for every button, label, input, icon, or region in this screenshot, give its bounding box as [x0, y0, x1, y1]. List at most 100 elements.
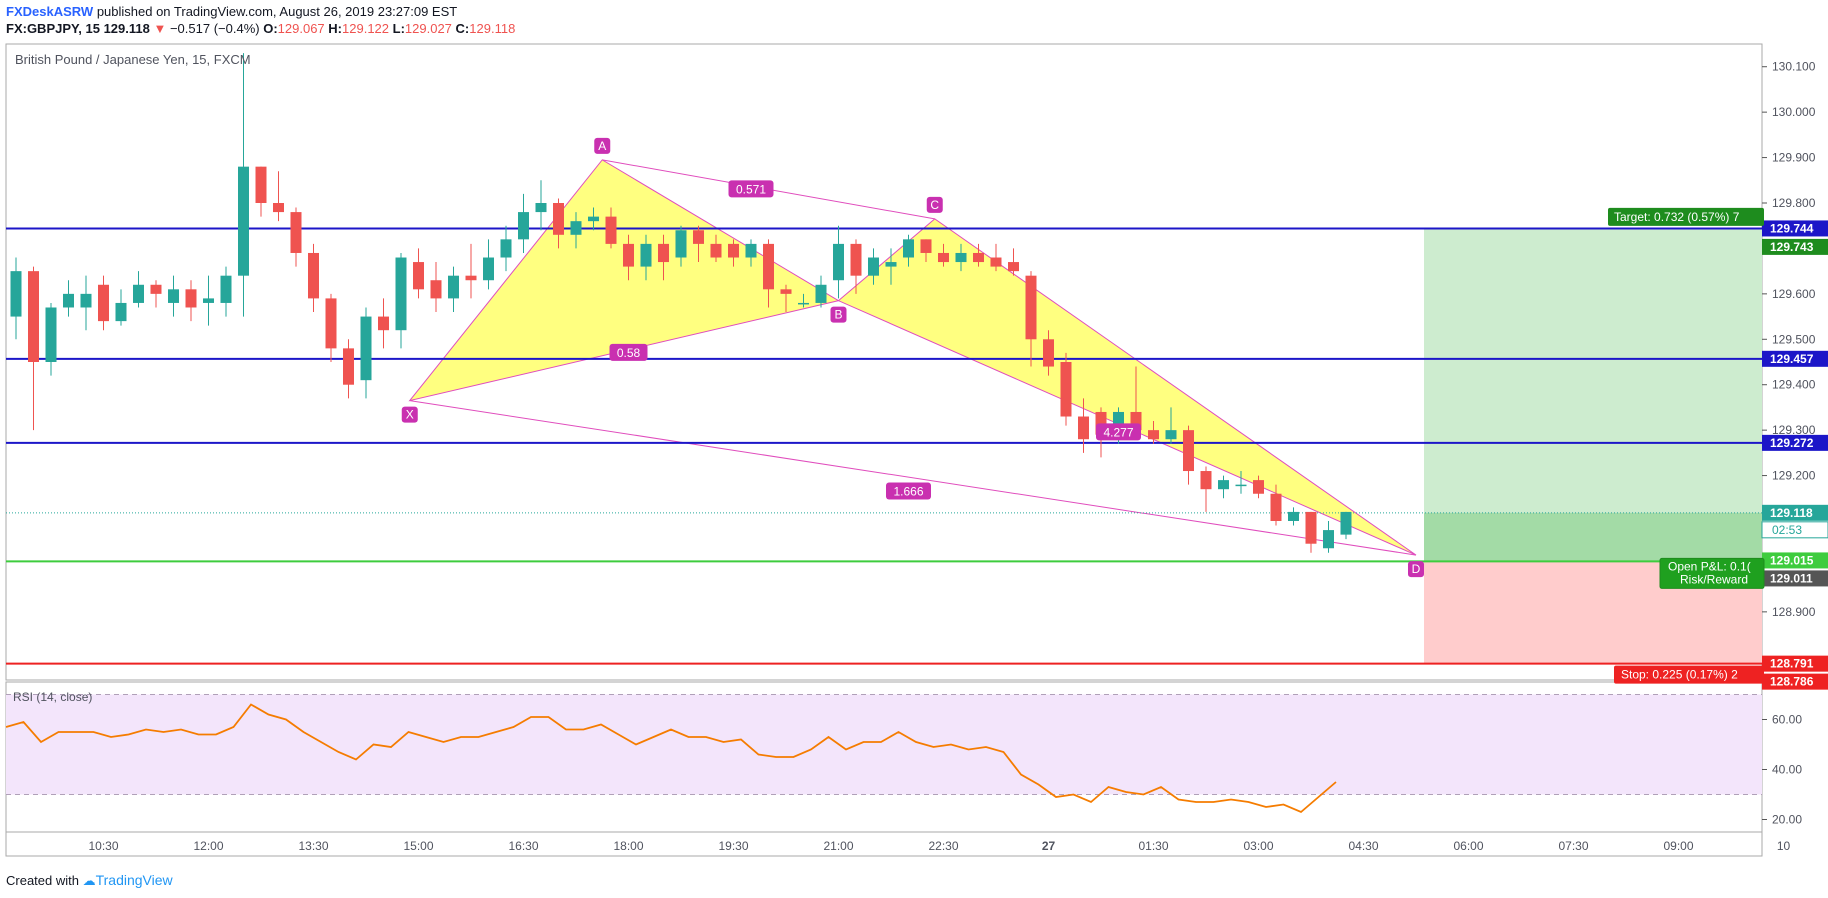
candle-body	[395, 257, 407, 331]
candle-body	[833, 243, 844, 281]
candle-body	[1008, 262, 1019, 272]
level-price-label: 129.744	[1770, 221, 1814, 235]
candle-body	[868, 257, 879, 276]
candle-body	[1305, 511, 1317, 544]
entry-price-label-2-bg	[1762, 570, 1828, 587]
candle-body	[728, 243, 739, 258]
low-value: 129.027	[404, 21, 452, 36]
candle-body	[1130, 411, 1142, 431]
level-price-label-bg	[1762, 220, 1828, 237]
countdown-label: 02:53	[1772, 523, 1802, 537]
tradingview-logo-icon: ☁	[82, 873, 96, 888]
time-tick-label: 21:00	[823, 839, 853, 853]
candle-body	[238, 166, 249, 276]
down-arrow-icon: ▼	[153, 21, 167, 36]
price-tick-label: 129.300	[1772, 423, 1816, 437]
candle-body	[885, 262, 897, 267]
price-tick-label: 129.600	[1772, 287, 1816, 301]
candle-body	[780, 289, 792, 294]
open-value: 129.067	[277, 21, 325, 36]
stop-price-label-bg	[1762, 655, 1828, 672]
entry-price-label-bg	[1762, 552, 1828, 569]
candle-body	[1200, 471, 1212, 490]
candle-body	[1253, 480, 1264, 494]
candle-body	[133, 284, 144, 303]
price-tick-label: 129.500	[1772, 332, 1816, 346]
target-price-label: 129.743	[1770, 240, 1814, 254]
pattern-point-badge	[594, 137, 611, 154]
author-link[interactable]: FXDeskASRW	[6, 4, 94, 19]
last-price-label-bg	[1762, 504, 1828, 521]
close-value: 129.118	[469, 21, 516, 36]
candle-body	[1165, 430, 1177, 440]
open-pnl-text: Open P&L: 0.1(	[1668, 559, 1751, 573]
open-label: O:	[263, 21, 278, 36]
candle-body	[343, 348, 354, 385]
candle-body	[675, 230, 687, 258]
last-price-value: 129.118	[103, 21, 150, 36]
candle-body	[623, 243, 634, 267]
candle-body	[45, 307, 57, 362]
rsi-tick-label: 40.00	[1772, 763, 1802, 777]
time-tick-label: 19:30	[718, 839, 748, 853]
candle-body	[168, 289, 179, 303]
candle-body	[10, 271, 22, 317]
target-price-label-bg	[1762, 238, 1828, 255]
price-tick-label: 130.000	[1772, 105, 1816, 119]
time-tick-label: 06:00	[1453, 839, 1483, 853]
rsi-tick-label: 60.00	[1772, 713, 1802, 727]
target-text: Target: 0.732 (0.57%) 7	[1614, 210, 1740, 224]
candle-body	[535, 203, 547, 213]
time-tick-label: 15:00	[403, 839, 433, 853]
pattern-ratio-label: 4.277	[1103, 425, 1133, 439]
candle-body	[518, 212, 529, 240]
stop-price-label: 128.791	[1770, 657, 1814, 671]
candle-body	[308, 252, 319, 299]
time-tick-label: 03:00	[1243, 839, 1273, 853]
price-tick-label: 129.400	[1772, 378, 1816, 392]
entry-price-label-2: 129.011	[1770, 571, 1813, 585]
time-tick-label: 12:00	[193, 839, 223, 853]
pattern-point-label: D	[1412, 562, 1421, 576]
pattern-ratio-label: 0.571	[736, 182, 766, 196]
time-tick-label: 01:30	[1138, 839, 1168, 853]
candle-body	[185, 289, 197, 308]
rsi-line	[5, 703, 1337, 814]
candle-body	[500, 239, 512, 258]
price-tick-label: 129.800	[1772, 196, 1816, 210]
stop-price-label-2-bg	[1762, 673, 1828, 690]
candle-body	[763, 243, 774, 290]
candle-body	[1235, 484, 1247, 487]
pattern-point-badge	[401, 406, 418, 423]
candle-body	[815, 284, 827, 303]
price-tick-label: 130.100	[1772, 60, 1816, 74]
last-price-label: 129.118	[1770, 506, 1813, 520]
time-tick-label: 13:30	[298, 839, 328, 853]
footer: Created with ☁TradingView	[6, 872, 173, 889]
pattern-ratio-label: 0.58	[617, 346, 641, 360]
rsi-tick-label: 20.00	[1772, 813, 1802, 827]
published-text: published on TradingView.com, August 26,…	[96, 4, 458, 19]
pattern-point-label: A	[598, 139, 606, 153]
pattern-point-label: C	[930, 198, 939, 212]
time-tick-label: 07:30	[1558, 839, 1588, 853]
pattern-ratio-label: 1.666	[893, 484, 923, 498]
candle-body	[1270, 493, 1282, 521]
candle-body	[220, 275, 232, 303]
candle-body	[1078, 416, 1089, 440]
candle-body	[850, 243, 862, 276]
candle-body	[28, 271, 39, 362]
candle-body	[605, 216, 617, 244]
candle-body	[938, 252, 949, 263]
candle-body	[360, 316, 372, 381]
time-tick-label: 22:30	[928, 839, 958, 853]
tradingview-link[interactable]: TradingView	[95, 872, 173, 888]
pattern-ratio-badge	[1096, 423, 1141, 441]
open-pnl-zone	[1424, 512, 1762, 562]
candle-body	[430, 280, 442, 299]
rsi-title: RSI (14, close)	[13, 690, 93, 704]
pattern-ratio-badge	[609, 343, 648, 361]
candle-body	[1323, 530, 1334, 549]
